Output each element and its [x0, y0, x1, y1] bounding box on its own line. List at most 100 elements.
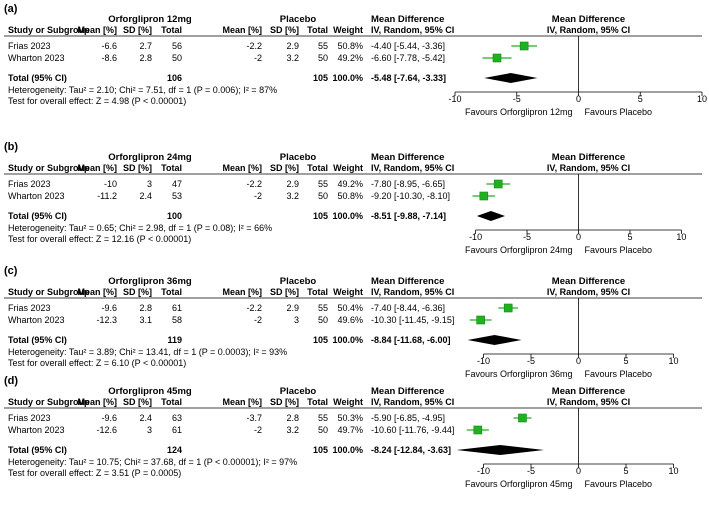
total-label: Total (95% CI) [8, 335, 67, 345]
control-total: 55 [318, 179, 328, 189]
control-total: 55 [318, 303, 328, 313]
x-tick-label: -10 [477, 356, 490, 366]
control-total: 55 [318, 41, 328, 51]
x-tick-label: 10 [668, 356, 678, 366]
control-sd: 3.2 [286, 191, 299, 201]
effect-subheader: IV, Random, 95% CI [371, 163, 454, 173]
overall-effect-text: Test for overall effect: Z = 3.51 (P = 0… [8, 468, 181, 478]
study-ci-text: -10.60 [-11.76, -9.44] [371, 425, 454, 435]
total-weight: 100.0% [332, 445, 363, 455]
pooled-diamond [484, 73, 538, 83]
treatment-total: 53 [172, 191, 182, 201]
favours-treatment-label: Favours Orforglipron 12mg [465, 107, 573, 117]
treatment-mean: -9.6 [101, 303, 117, 313]
panel-label: (a) [4, 3, 18, 15]
treatment-total-header: Total [161, 163, 182, 173]
study-name: Wharton 2023 [8, 53, 65, 63]
panel-label: (b) [4, 141, 18, 153]
control-total-sum: 105 [313, 73, 328, 83]
plot-subheader: IV, Random, 95% CI [547, 25, 630, 35]
study-name: Wharton 2023 [8, 425, 65, 435]
treatment-total-header: Total [161, 287, 182, 297]
control-mean: -2.2 [246, 303, 262, 313]
favours-control-label: Favours Placebo [585, 479, 653, 489]
effect-square [518, 413, 527, 423]
x-tick-label: 0 [576, 232, 581, 242]
study-ci-text: -5.90 [-6.85, -4.95] [371, 413, 445, 423]
heterogeneity-text: Heterogeneity: Tau² = 0.65; Chi² = 2.98,… [8, 223, 272, 233]
study-weight: 49.2% [337, 53, 363, 63]
plot-column-header: Mean Difference [552, 14, 625, 25]
treatment-mean: -8.6 [101, 53, 117, 63]
study-name: Wharton 2023 [8, 315, 65, 325]
control-mean-header: Mean [%] [222, 397, 262, 407]
treatment-mean: -10 [104, 179, 117, 189]
control-sd-header: SD [%] [270, 397, 299, 407]
study-ci-text: -7.80 [-8.95, -6.65] [371, 179, 445, 189]
control-sd-header: SD [%] [270, 287, 299, 297]
control-total-sum: 105 [313, 335, 328, 345]
study-weight: 50.8% [337, 41, 363, 51]
study-ci-text: -6.60 [-7.78, -5.42] [371, 53, 445, 63]
study-weight: 49.2% [337, 179, 363, 189]
total-label: Total (95% CI) [8, 211, 67, 221]
x-tick-label: 0 [576, 466, 581, 476]
x-tick-label: -5 [527, 466, 535, 476]
study-ci-text: -4.40 [-5.44, -3.36] [371, 41, 445, 51]
forest-panel-3: (c) Orforglipron 36mg Placebo Mean Differen… [4, 265, 702, 379]
treatment-total: 61 [172, 303, 182, 313]
control-total: 55 [318, 413, 328, 423]
study-ci-text: -9.20 [-10.30, -8.10] [371, 191, 450, 201]
control-total-header: Total [307, 397, 328, 407]
control-total: 50 [318, 425, 328, 435]
effect-square [503, 303, 513, 313]
control-sd: 3.2 [286, 425, 299, 435]
study-weight: 50.8% [337, 191, 363, 201]
weight-header: Weight [333, 397, 363, 407]
x-tick-label: -10 [469, 232, 482, 242]
study-column-header: Study or Subgroup [8, 287, 90, 297]
treatment-sd: 2.8 [139, 303, 152, 313]
total-ci-text: -8.84 [-11.68, -6.00] [371, 335, 451, 345]
effect-column-header: Mean Difference [371, 386, 444, 397]
weight-header: Weight [333, 163, 363, 173]
weight-header: Weight [333, 287, 363, 297]
x-tick-label: 10 [697, 94, 707, 104]
control-total-header: Total [307, 163, 328, 173]
panel-label: (d) [4, 375, 18, 387]
effect-column-header: Mean Difference [371, 14, 444, 25]
effect-square [473, 425, 483, 435]
study-name: Frias 2023 [8, 303, 51, 313]
treatment-mean: -6.6 [101, 41, 117, 51]
x-tick-label: 10 [668, 466, 678, 476]
forest-panel-4: (d) Orforglipron 45mg Placebo Mean Differen… [4, 375, 702, 489]
treatment-total: 61 [172, 425, 182, 435]
panel-label: (c) [4, 265, 18, 277]
control-sd: 2.9 [286, 303, 299, 313]
study-weight: 49.7% [337, 425, 363, 435]
treatment-group-header: Orforglipron 24mg [108, 152, 192, 163]
x-tick-label: -10 [477, 466, 490, 476]
treatment-sd-header: SD [%] [123, 397, 152, 407]
favours-treatment-label: Favours Orforglipron 45mg [465, 479, 573, 489]
control-sd-header: SD [%] [270, 25, 299, 35]
study-column-header: Study or Subgroup [8, 25, 90, 35]
effect-subheader: IV, Random, 95% CI [371, 287, 454, 297]
control-sd: 3.2 [286, 53, 299, 63]
total-label: Total (95% CI) [8, 445, 67, 455]
total-label: Total (95% CI) [8, 73, 67, 83]
treatment-sd: 2.8 [139, 53, 152, 63]
x-tick-label: 0 [576, 356, 581, 366]
x-tick-label: -5 [527, 356, 535, 366]
x-tick-label: 10 [676, 232, 686, 242]
total-weight: 100.0% [332, 73, 363, 83]
treatment-sd: 3 [147, 425, 152, 435]
control-sd: 2.9 [286, 179, 299, 189]
favours-control-label: Favours Placebo [585, 245, 653, 255]
heterogeneity-text: Heterogeneity: Tau² = 3.89; Chi² = 13.41… [8, 347, 287, 357]
treatment-mean-header: Mean [%] [77, 25, 117, 35]
control-group-header: Placebo [280, 276, 317, 287]
control-total: 50 [318, 53, 328, 63]
treatment-total-sum: 100 [167, 211, 182, 221]
